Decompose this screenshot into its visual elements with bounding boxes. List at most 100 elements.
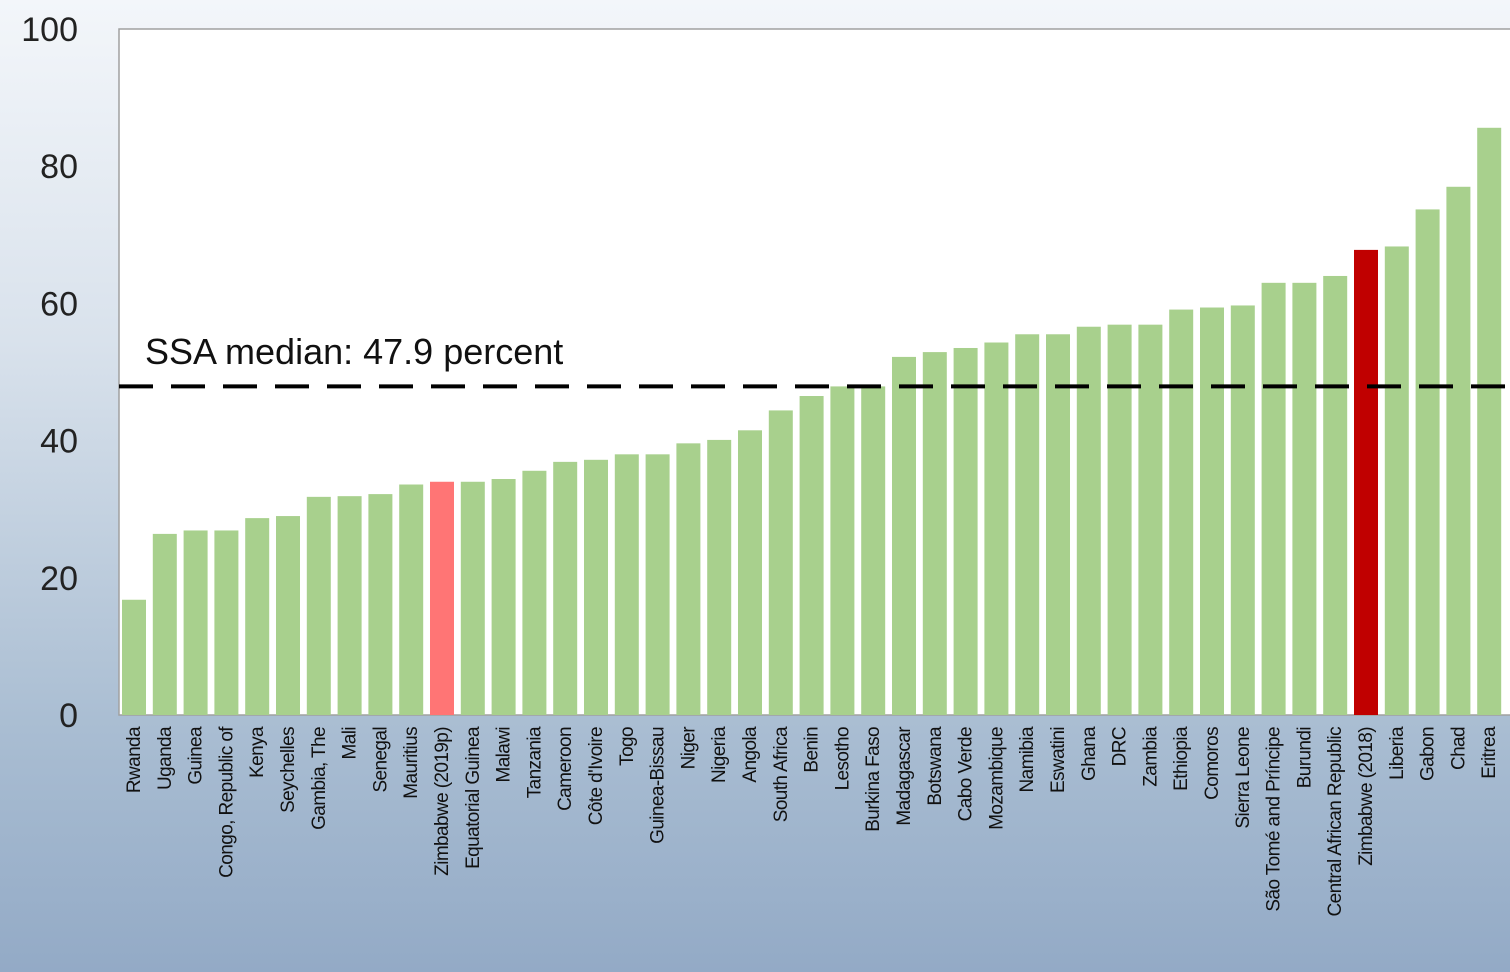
x-tick-label: South Africa [771, 726, 792, 822]
bar [1415, 209, 1440, 715]
bar [1292, 282, 1317, 715]
x-tick-label: Eritrea [1479, 726, 1500, 779]
bar [183, 530, 208, 715]
x-tick-label: Malawi [494, 727, 515, 783]
x-tick-label: Equatorial Guinea [463, 726, 484, 869]
x-tick-label: Kenya [247, 726, 268, 778]
bar [306, 496, 331, 715]
bar [922, 352, 947, 715]
x-tick-label: Botswana [925, 726, 946, 806]
bar [1046, 334, 1070, 715]
x-tick-label: Senegal [370, 727, 391, 793]
bar [399, 484, 424, 715]
bar [368, 494, 393, 715]
y-tick-label: 40 [40, 423, 78, 461]
x-tick-label: Uganda [155, 726, 176, 790]
x-tick-label: Gabon [1418, 727, 1439, 781]
bar [614, 454, 639, 715]
bar [1230, 305, 1255, 715]
median-label: SSA median: 47.9 percent [145, 331, 563, 372]
bar [707, 439, 732, 715]
bar [1446, 186, 1471, 715]
x-tick-label: Cabo Verde [956, 727, 977, 821]
x-tick-label: Liberia [1387, 726, 1408, 780]
bar [1477, 127, 1502, 715]
bar [1200, 307, 1224, 715]
bar [460, 481, 485, 715]
x-tick-label: Namibia [1017, 726, 1038, 793]
bar [553, 461, 578, 715]
y-axis-ticks: 0 20 40 60 80 100 [21, 11, 78, 735]
bar [1323, 275, 1348, 715]
x-tick-label: Lesotho [832, 727, 853, 790]
x-tick-label: Tanzania [524, 726, 545, 798]
bar [1076, 326, 1101, 715]
bar [830, 386, 855, 715]
x-tick-label: Sierra Leone [1233, 727, 1254, 829]
x-tick-label: DRC [1110, 727, 1131, 766]
x-tick-label: Togo [617, 727, 638, 766]
bar [1138, 324, 1163, 715]
y-tick-label: 0 [59, 697, 78, 735]
bar [1015, 334, 1040, 715]
bar [122, 599, 146, 715]
x-tick-label: Mauritius [401, 727, 422, 799]
x-tick-label: Congo, Republic of [216, 726, 237, 878]
x-tick-label: Eswatini [1048, 727, 1069, 793]
x-tick-label: Mali [340, 727, 361, 759]
bar [522, 470, 547, 715]
x-tick-label: Cameroon [555, 727, 576, 811]
x-tick-label: Rwanda [124, 726, 145, 793]
x-tick-label: Seychelles [278, 727, 299, 813]
bar [491, 479, 516, 715]
bar [645, 454, 670, 715]
y-tick-label: 100 [21, 11, 78, 49]
bar [676, 443, 701, 715]
bar [276, 516, 300, 715]
x-tick-label: Comoros [1202, 727, 1223, 800]
bar [1384, 246, 1409, 715]
bar [1354, 249, 1378, 715]
bar [1261, 282, 1286, 715]
x-tick-label: Zimbabwe (2019p) [432, 727, 453, 876]
x-tick-label: São Tomé and Príncipe [1264, 727, 1285, 912]
y-tick-label: 60 [40, 285, 78, 323]
x-tick-label: Benin [802, 727, 823, 773]
y-tick-label: 80 [40, 148, 78, 186]
bar [984, 342, 1009, 715]
bar [861, 386, 886, 715]
bar [953, 347, 978, 715]
x-tick-label: Niger [678, 726, 699, 770]
x-tick-label: Guinea-Bissau [648, 727, 669, 844]
bar [584, 459, 608, 715]
x-tick-label: Angola [740, 726, 761, 783]
x-tick-label: Guinea [186, 726, 207, 785]
bar [152, 533, 177, 715]
bar-series [122, 127, 1502, 715]
x-tick-label: Madagascar [894, 726, 915, 826]
bar [214, 530, 239, 715]
x-tick-label: Côte d'Ivoire [586, 727, 607, 825]
x-tick-label: Nigeria [709, 726, 730, 783]
bar [799, 396, 824, 715]
x-tick-label: Central African Republic [1325, 727, 1346, 917]
bar [430, 481, 454, 715]
x-tick-label: Mozambique [986, 727, 1007, 830]
x-tick-label: Zimbabwe (2018) [1356, 727, 1377, 866]
x-tick-label: Burkina Faso [863, 727, 884, 832]
y-tick-label: 20 [40, 560, 78, 598]
bar [892, 356, 916, 715]
x-tick-label: Zambia [1140, 726, 1161, 787]
x-tick-label: Gambia, The [309, 727, 330, 830]
x-tick-label: Ethiopia [1171, 726, 1192, 791]
bar [768, 410, 793, 715]
x-tick-label: Chad [1448, 727, 1469, 770]
bar [337, 496, 362, 715]
x-axis-labels: Rwanda Uganda Guinea Congo, Republic of Keny… [124, 726, 1500, 917]
bar [738, 430, 762, 715]
bar [245, 518, 270, 715]
x-tick-label: Burundi [1294, 727, 1315, 788]
bar [1107, 324, 1132, 715]
bar [1169, 309, 1194, 715]
